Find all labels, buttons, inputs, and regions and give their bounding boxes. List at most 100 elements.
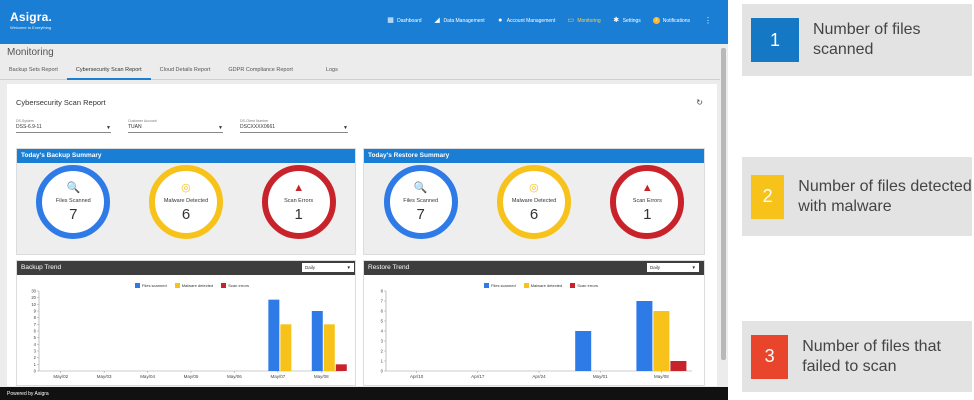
y-tick-label: 3 — [34, 349, 37, 354]
callout-text: Number of files detected with malware — [798, 177, 972, 215]
swatch — [221, 283, 227, 289]
caret-down-icon: ▼ — [691, 265, 696, 270]
file-search-icon: 🔍 — [413, 181, 428, 194]
bar-files-scanned — [311, 311, 323, 371]
malware-detected-ring: ◎ Malware Detected 6 — [496, 165, 571, 239]
x-tick-label: May/02 — [53, 374, 68, 379]
trend-header: Backup Trend Daily ▼ — [17, 261, 355, 275]
select-value: DSS-6.9-11 — [16, 124, 42, 130]
y-tick-label: 8 — [381, 289, 384, 294]
nav-data-management[interactable]: ◢ Data Management — [434, 17, 484, 24]
y-tick-label: 1 — [34, 362, 37, 367]
bar-malware-detected — [280, 324, 292, 371]
caret-down-icon: ▼ — [218, 125, 223, 131]
y-tick-label: 0 — [381, 369, 384, 374]
callout-text: Number of files scanned — [812, 21, 921, 58]
legend-label: Malware detected — [530, 283, 563, 288]
restore-trend-chart: 0 1 2 3 4 5 6 7 8 Apr/10 Apr/17 Apr/24 May/01 May/08 — [381, 289, 692, 379]
scan-errors-ring: ▲ Scan Errors 1 — [261, 165, 336, 239]
nav-account-management[interactable]: ● Account Management — [497, 17, 555, 24]
target-icon: ◎ — [529, 181, 539, 194]
vertical-scrollbar[interactable] — [721, 48, 726, 360]
user-icon: ● — [498, 17, 503, 24]
legend-label: Scan errors — [228, 283, 249, 288]
brand-logo[interactable]: Asigra. Welcome to Everything — [10, 10, 52, 30]
callout-files-scanned: 1 Number of files scanned — [742, 4, 972, 76]
y-tick-label: 7 — [34, 322, 37, 327]
files-scanned-ring: 🔍 Files Scanned 7 — [36, 165, 111, 239]
ring-value: 6 — [181, 205, 191, 223]
tab-gdpr-compliance-report[interactable]: GDPR Compliance Report — [228, 67, 293, 73]
y-tick-label: 5 — [34, 335, 37, 340]
x-tick-label: May/01 — [593, 374, 608, 379]
trend-title: Backup Trend — [21, 264, 62, 271]
legend-item: Files scanned — [484, 283, 516, 289]
report-tabs: Backup Sets Report Cybersecurity Scan Re… — [0, 62, 720, 80]
swatch — [523, 283, 529, 289]
select-label: DS-Client Number — [240, 119, 269, 123]
y-tick-label: 4 — [381, 329, 384, 334]
asigra-app: Asigra. Welcome to Everything ▦ Dashboar… — [0, 0, 728, 400]
select-value: Daily — [305, 265, 316, 270]
bar-malware-detected — [653, 311, 670, 371]
y-tick-label: 7 — [381, 299, 384, 304]
nav-settings[interactable]: ✱ Settings — [613, 17, 641, 24]
y-tick-label: 9 — [34, 309, 37, 314]
chart-icon: ◢ — [434, 17, 440, 24]
legend-item: Scan errors — [221, 283, 249, 289]
y-tick-label: 6 — [381, 309, 384, 314]
callout-scan-failed: 3 Number of files that failed to scan — [742, 321, 972, 392]
legend-item: Malware detected — [523, 283, 563, 289]
x-tick-label: Apr/10 — [410, 374, 424, 379]
legend-label: Scan errors — [577, 283, 598, 288]
bar-malware-detected — [323, 324, 335, 371]
nav-label: Monitoring — [577, 17, 601, 24]
monitor-icon: ▭ — [567, 17, 575, 24]
x-tick-label: May/05 — [184, 374, 199, 379]
panel-title: Today's Restore Summary — [364, 149, 704, 163]
top-bar: Asigra. Welcome to Everything ▦ Dashboar… — [0, 0, 728, 44]
ring-value: 7 — [69, 205, 78, 223]
page-title: Monitoring — [7, 47, 54, 58]
legend-item: Scan errors — [570, 283, 598, 289]
gear-icon: ✱ — [613, 17, 620, 24]
swatch — [135, 283, 140, 289]
warning-icon: ▲ — [641, 181, 653, 194]
y-tick-label: 3 — [381, 339, 384, 344]
tab-cloud-details-report[interactable]: Cloud Details Report — [159, 67, 211, 73]
y-tick-label: 4 — [34, 342, 37, 347]
tab-cybersecurity-scan-report[interactable]: Cybersecurity Scan Report — [66, 62, 151, 80]
brand-tagline: Welcome to Everything — [10, 25, 52, 30]
y-tick-label: 0 — [34, 369, 37, 374]
y-tick-label: 2 — [381, 349, 384, 354]
select-value: Daily — [650, 265, 661, 270]
ring-label: Scan Errors — [632, 197, 662, 204]
refresh-icon[interactable]: ↻ — [696, 98, 703, 107]
restore-summary-panel: Today's Restore Summary 🔍 Files Scanned … — [363, 148, 705, 255]
legend-item: Malware detected — [174, 283, 213, 289]
ds-system-select[interactable]: DS-System DSS-6.9-11 ▼ — [16, 119, 111, 133]
bar-files-scanned — [636, 301, 653, 371]
restore-period-select[interactable]: Daily ▼ — [647, 263, 699, 272]
nav-dashboard[interactable]: ▦ Dashboard — [387, 17, 421, 24]
backup-period-select[interactable]: Daily ▼ — [302, 263, 354, 272]
customer-account-select[interactable]: Customer Account TUAN ▼ — [128, 119, 223, 133]
legend-label: Files scanned — [491, 283, 516, 288]
nav-notifications[interactable]: ♪ Notifications — [652, 17, 690, 24]
tab-backup-sets-report[interactable]: Backup Sets Report — [9, 67, 58, 73]
more-menu-icon[interactable]: ⋮ — [704, 16, 712, 25]
scan-errors-ring: ▲ Scan Errors 1 — [610, 165, 685, 239]
ring-value: 7 — [416, 205, 425, 223]
chart-legend: Files scanned Malware detected Scan erro… — [484, 283, 598, 289]
tab-logs[interactable]: Logs — [325, 67, 338, 73]
file-search-icon: 🔍 — [66, 181, 81, 194]
bell-icon: ♪ — [652, 17, 660, 24]
ring-label: Files Scanned — [55, 197, 91, 204]
trend-title: Restore Trend — [368, 264, 410, 271]
nav-monitoring[interactable]: ▭ Monitoring — [567, 17, 601, 24]
y-tick-label: 10 — [31, 302, 36, 307]
ds-client-number-select[interactable]: DS-Client Number DSCXXXX0661 ▼ — [240, 119, 348, 133]
trend-header: Restore Trend Daily ▼ — [364, 261, 704, 275]
bar-scan-errors — [335, 364, 347, 371]
